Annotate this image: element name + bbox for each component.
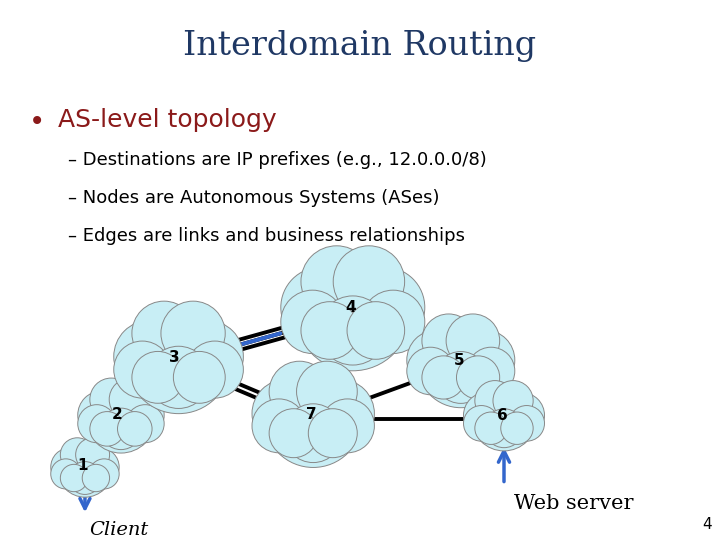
Circle shape <box>306 379 374 448</box>
Circle shape <box>308 409 357 458</box>
Circle shape <box>464 406 499 441</box>
Circle shape <box>50 448 89 486</box>
Circle shape <box>90 378 132 421</box>
Text: – Edges are links and business relationships: – Edges are links and business relations… <box>68 227 465 245</box>
Text: 2: 2 <box>112 407 122 422</box>
Circle shape <box>264 369 362 468</box>
Circle shape <box>100 408 142 450</box>
Circle shape <box>50 459 81 489</box>
Circle shape <box>472 386 536 451</box>
Circle shape <box>58 442 112 497</box>
Circle shape <box>90 411 125 446</box>
Circle shape <box>174 352 225 403</box>
Text: Client: Client <box>89 521 148 539</box>
Circle shape <box>89 459 120 489</box>
Circle shape <box>60 464 88 492</box>
Circle shape <box>60 438 94 472</box>
Circle shape <box>281 290 344 354</box>
Circle shape <box>86 384 156 453</box>
Circle shape <box>344 267 425 348</box>
Circle shape <box>126 404 164 443</box>
Circle shape <box>467 347 515 395</box>
Text: Web server: Web server <box>514 495 634 514</box>
Circle shape <box>284 404 343 463</box>
Circle shape <box>435 352 487 403</box>
Circle shape <box>109 378 152 421</box>
Circle shape <box>509 406 544 441</box>
Text: 6: 6 <box>497 408 508 423</box>
Circle shape <box>132 352 184 403</box>
Circle shape <box>422 356 465 399</box>
Circle shape <box>68 462 102 495</box>
Circle shape <box>422 314 475 368</box>
Circle shape <box>161 301 225 366</box>
Circle shape <box>474 381 515 421</box>
Circle shape <box>301 246 372 317</box>
Circle shape <box>407 347 454 395</box>
Circle shape <box>127 310 230 414</box>
Circle shape <box>301 302 359 359</box>
Circle shape <box>76 438 109 472</box>
Circle shape <box>446 314 500 368</box>
Circle shape <box>493 381 533 421</box>
Circle shape <box>464 393 509 438</box>
Circle shape <box>114 341 171 398</box>
Text: Interdomain Routing: Interdomain Routing <box>184 30 536 62</box>
Circle shape <box>361 290 425 354</box>
Circle shape <box>418 321 504 408</box>
Text: 4: 4 <box>346 300 356 315</box>
Circle shape <box>318 296 387 365</box>
Circle shape <box>475 412 507 444</box>
Circle shape <box>456 356 500 399</box>
Text: 4: 4 <box>703 517 712 532</box>
Circle shape <box>499 393 544 438</box>
Circle shape <box>320 399 374 453</box>
Text: 5: 5 <box>454 353 464 368</box>
Text: AS-level topology: AS-level topology <box>58 108 276 132</box>
Circle shape <box>347 302 405 359</box>
Circle shape <box>171 320 243 393</box>
Circle shape <box>333 246 405 317</box>
Circle shape <box>78 404 116 443</box>
Text: •: • <box>29 108 45 136</box>
Text: 7: 7 <box>306 407 317 422</box>
Circle shape <box>269 361 330 422</box>
Circle shape <box>500 412 533 444</box>
Circle shape <box>485 409 523 448</box>
Circle shape <box>281 267 361 348</box>
Circle shape <box>295 255 410 371</box>
Text: – Nodes are Autonomous Systems (ASes): – Nodes are Autonomous Systems (ASes) <box>68 189 440 207</box>
Circle shape <box>82 464 109 492</box>
Circle shape <box>116 391 164 439</box>
Circle shape <box>148 346 210 408</box>
Circle shape <box>269 409 318 458</box>
Text: 1: 1 <box>78 458 89 473</box>
Circle shape <box>117 411 152 446</box>
Circle shape <box>186 341 243 398</box>
Circle shape <box>252 379 320 448</box>
Circle shape <box>114 320 186 393</box>
Text: 3: 3 <box>169 350 180 365</box>
Text: – Destinations are IP prefixes (e.g., 12.0.0.0/8): – Destinations are IP prefixes (e.g., 12… <box>68 151 487 169</box>
Circle shape <box>78 391 126 439</box>
Circle shape <box>81 448 120 486</box>
Circle shape <box>454 330 515 390</box>
Circle shape <box>252 399 306 453</box>
Circle shape <box>407 330 467 390</box>
Circle shape <box>132 301 196 366</box>
Circle shape <box>297 361 357 422</box>
